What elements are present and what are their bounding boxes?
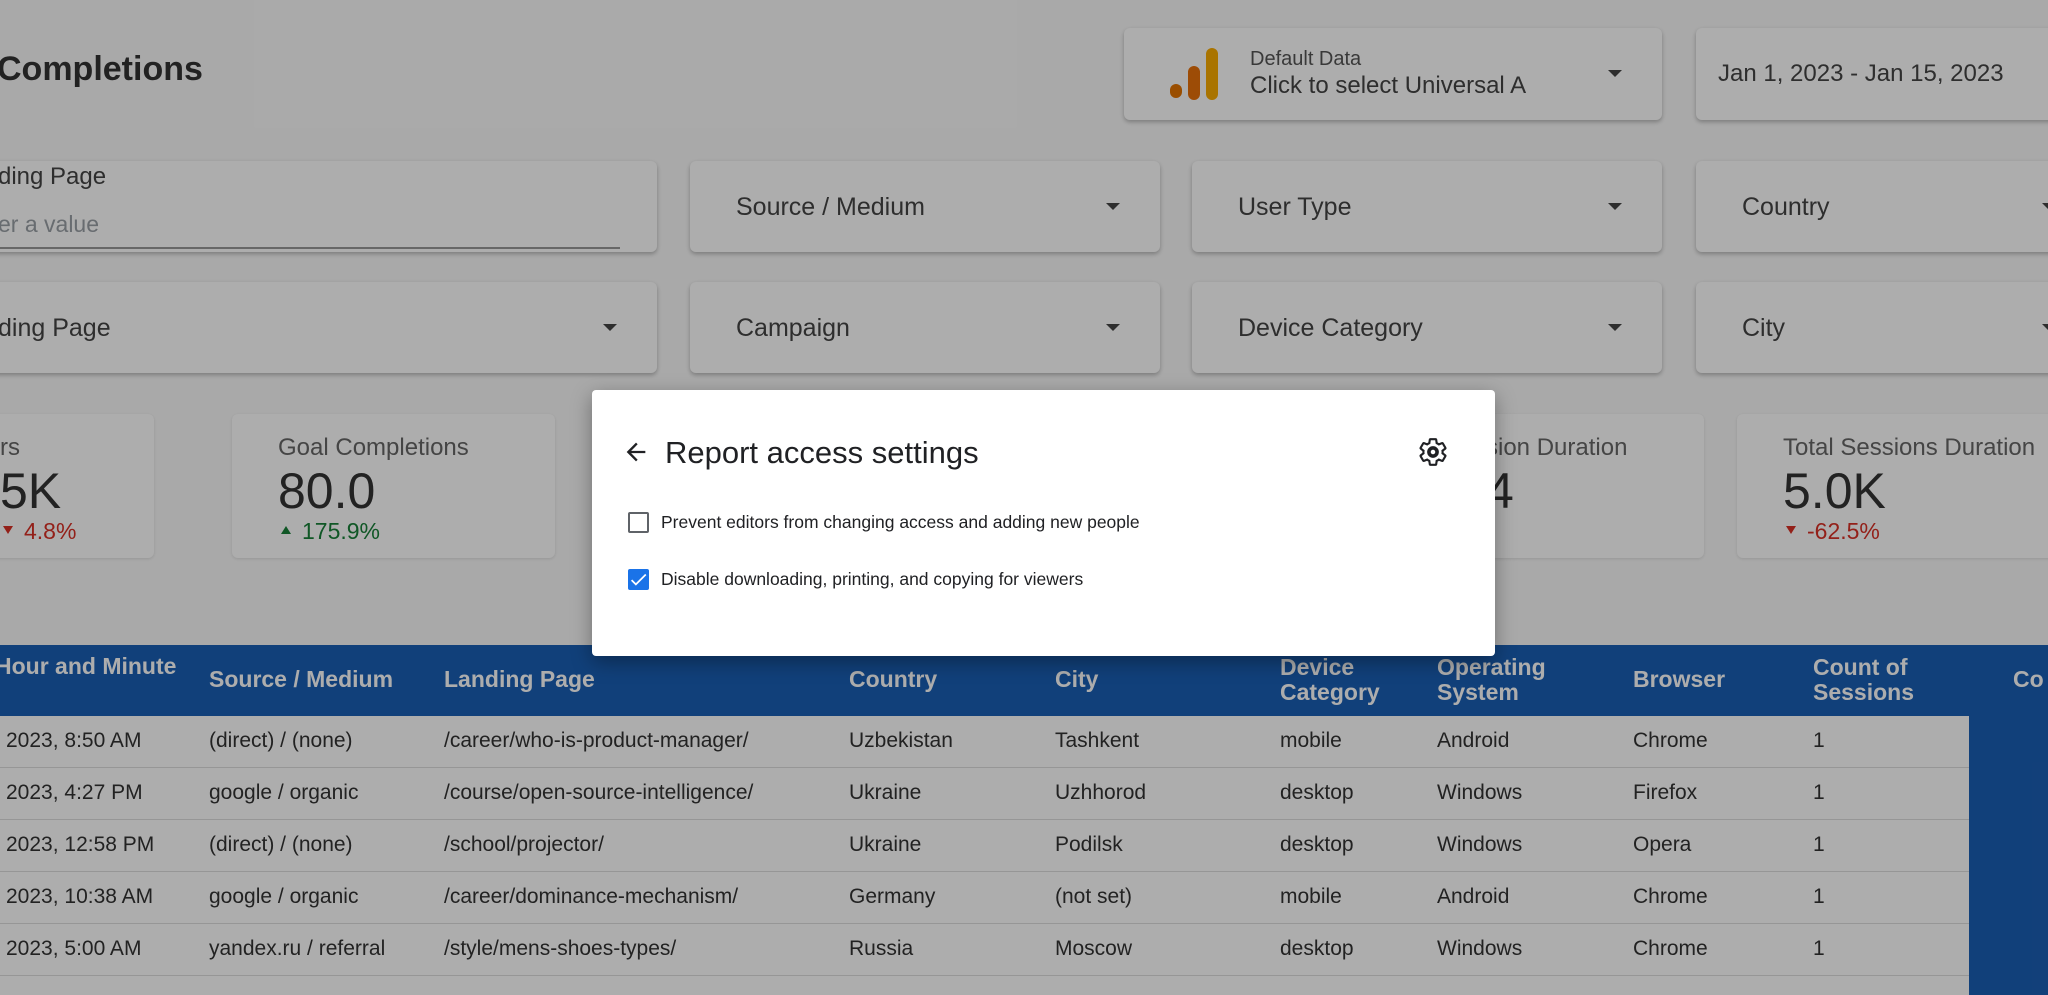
checkbox[interactable]: [628, 569, 649, 590]
checkbox-label: Disable downloading, printing, and copyi…: [661, 569, 1083, 590]
settings-icon[interactable]: [1417, 436, 1449, 468]
checkbox[interactable]: [628, 512, 649, 533]
dialog-title: Report access settings: [665, 435, 979, 471]
dialog: Report access settings Prevent editors f…: [592, 390, 1495, 656]
checkbox-label: Prevent editors from changing access and…: [661, 512, 1140, 533]
back-button[interactable]: [622, 438, 650, 466]
check-mark: [628, 569, 649, 590]
